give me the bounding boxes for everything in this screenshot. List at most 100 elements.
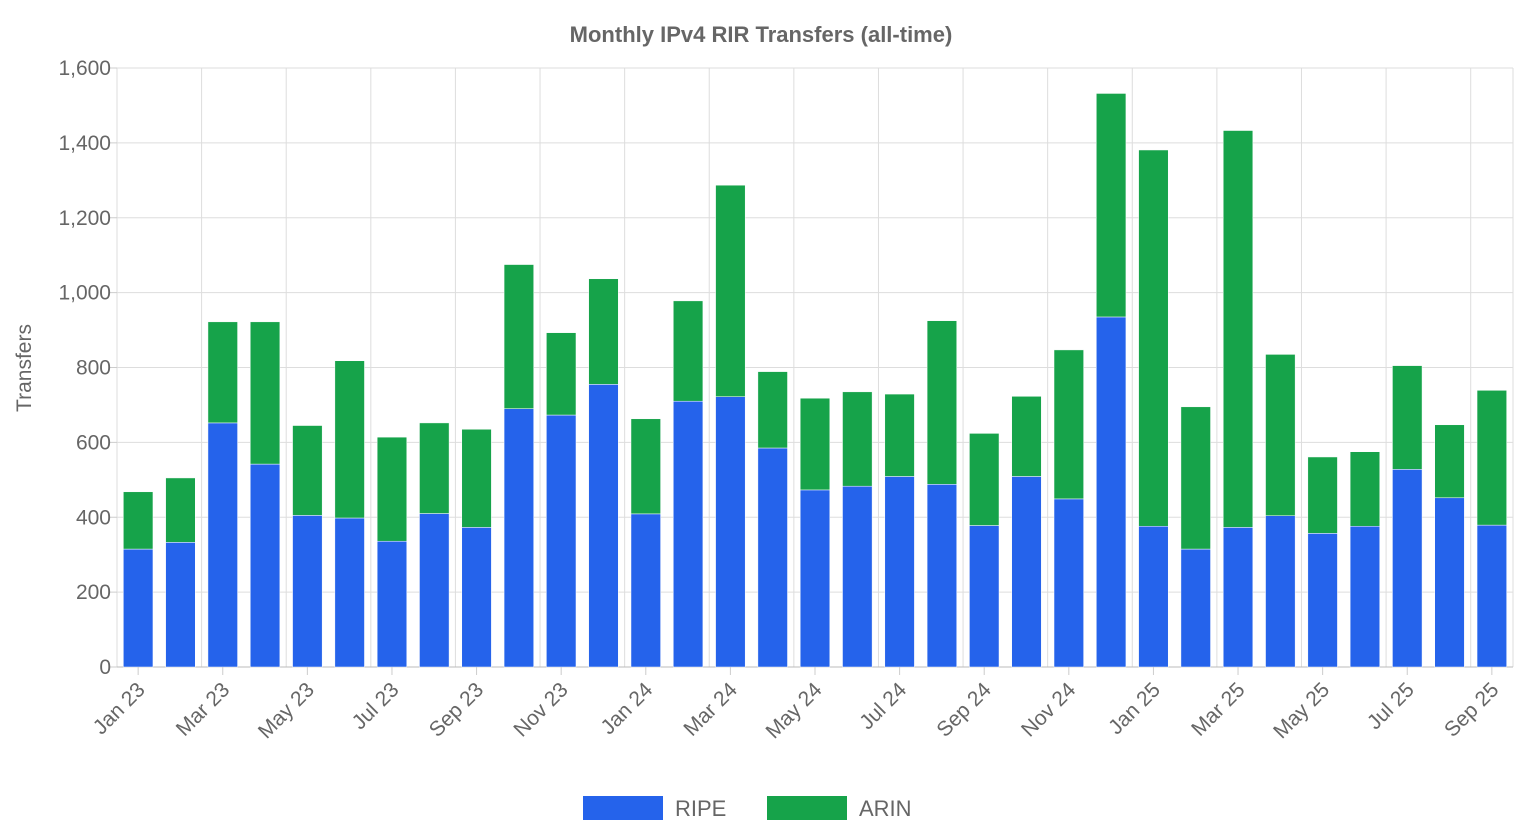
bar-arin-oct-23[interactable] [503,264,534,409]
x-tick-label: May 23 [254,678,319,743]
y-tick-label: 600 [76,431,111,454]
x-tick-label: Jan 24 [596,678,657,739]
bar-arin-jan-23[interactable] [123,491,154,550]
x-tick-label: Mar 23 [172,678,234,740]
x-tick-label: Sep 25 [1440,678,1503,741]
bar-ripe-dec-24[interactable] [1096,316,1127,668]
y-axis-ticks: 0 200 400 600 800 1,000 1,200 1,400 1,600 [58,57,117,679]
bar-ripe-nov-24[interactable] [1053,498,1084,668]
bar-ripe-jul-23[interactable] [376,540,408,668]
bar-arin-sep-25[interactable] [1476,390,1507,526]
x-tick-label: Jul 25 [1363,678,1419,734]
bar-ripe-aug-25[interactable] [1434,497,1465,668]
bar-ripe-may-24[interactable] [799,489,831,668]
gridlines [116,67,1514,668]
y-tick-label: 0 [99,656,111,679]
bar-arin-apr-25[interactable] [1265,354,1296,517]
bar-ripe-jan-24[interactable] [630,513,661,668]
y-tick-label: 200 [76,581,111,604]
bar-arin-jul-24[interactable] [884,393,915,477]
y-tick-label: 400 [76,506,111,529]
legend-item-arin[interactable]: ARIN [767,796,912,821]
bar-arin-jan-25[interactable] [1138,149,1169,527]
bar-ripe-mar-25[interactable] [1222,527,1254,668]
bar-arin-mar-25[interactable] [1222,130,1254,528]
x-tick-label: Mar 24 [679,678,742,741]
y-tick-label: 1,600 [58,57,111,80]
bar-arin-aug-23[interactable] [419,422,450,514]
bar-arin-may-23[interactable] [292,425,323,516]
bar-ripe-jan-23[interactable] [123,548,154,668]
bar-ripe-aug-24[interactable] [926,484,957,668]
y-tick-label: 800 [76,357,111,380]
bar-arin-mar-24[interactable] [715,184,746,397]
bar-arin-jul-25[interactable] [1392,365,1423,470]
bar-ripe-mar-23[interactable] [207,422,238,668]
bars [123,93,1507,668]
bar-ripe-feb-24[interactable] [673,400,704,668]
bar-arin-jul-23[interactable] [376,436,408,542]
bar-arin-feb-23[interactable] [165,477,196,543]
bar-arin-sep-23[interactable] [461,429,492,528]
bar-ripe-apr-24[interactable] [757,447,788,668]
bar-ripe-oct-24[interactable] [1011,476,1042,668]
legend-item-ripe[interactable]: RIPE [583,796,726,821]
bar-ripe-jun-25[interactable] [1349,525,1380,668]
bar-arin-apr-23[interactable] [250,321,281,465]
bar-ripe-jan-25[interactable] [1138,525,1169,668]
bar-ripe-feb-25[interactable] [1180,548,1211,668]
bar-ripe-jul-25[interactable] [1392,469,1423,668]
bar-ripe-feb-23[interactable] [165,542,196,668]
bar-ripe-aug-23[interactable] [419,513,450,668]
bar-ripe-may-23[interactable] [292,515,323,668]
x-tick-label: Jan 25 [1104,678,1165,739]
bar-ripe-oct-23[interactable] [503,408,534,668]
bar-arin-jan-24[interactable] [630,418,661,515]
x-tick-label: Sep 24 [932,678,996,742]
bar-arin-dec-24[interactable] [1096,93,1127,318]
bar-arin-may-24[interactable] [799,397,831,491]
bar-arin-nov-23[interactable] [546,332,577,416]
bar-arin-mar-23[interactable] [207,321,238,424]
bar-ripe-apr-25[interactable] [1265,515,1296,668]
bar-arin-nov-24[interactable] [1053,349,1084,500]
bar-ripe-jun-23[interactable] [334,517,365,668]
bar-arin-jun-23[interactable] [334,360,365,519]
bar-ripe-nov-23[interactable] [546,414,577,668]
bar-ripe-sep-24[interactable] [969,525,1000,668]
bar-arin-aug-25[interactable] [1434,424,1465,499]
bar-ripe-sep-25[interactable] [1476,524,1507,668]
bar-ripe-dec-23[interactable] [588,384,619,668]
bar-arin-sep-24[interactable] [969,433,1000,526]
x-tick-label: Mar 25 [1187,678,1249,740]
legend-swatch [767,796,847,820]
bar-arin-feb-24[interactable] [673,300,704,402]
bar-arin-jun-25[interactable] [1349,451,1380,527]
bar-ripe-apr-23[interactable] [250,463,281,668]
x-tick-label: Sep 23 [425,678,488,741]
bar-arin-may-25[interactable] [1307,456,1338,534]
bar-ripe-jul-24[interactable] [884,476,915,668]
bar-ripe-sep-23[interactable] [461,527,492,668]
bar-arin-aug-24[interactable] [926,320,957,485]
bar-ripe-jun-24[interactable] [842,485,873,668]
y-tick-label: 1,000 [58,282,111,305]
legend[interactable]: RIPE ARIN [583,796,912,821]
x-tick-label: Jan 23 [89,678,150,739]
bar-arin-dec-23[interactable] [588,278,619,385]
legend-label: ARIN [859,796,912,821]
y-tick-label: 1,400 [58,132,111,155]
bar-ripe-mar-24[interactable] [715,396,746,668]
x-tick-label: Nov 23 [509,678,572,741]
bar-arin-apr-24[interactable] [757,371,788,449]
x-tick-label: Nov 24 [1017,678,1081,742]
bar-arin-oct-24[interactable] [1011,396,1042,477]
bar-ripe-may-25[interactable] [1307,533,1338,668]
legend-label: RIPE [675,796,726,821]
legend-swatch [583,796,663,820]
chart-title: Monthly IPv4 RIR Transfers (all-time) [570,22,953,47]
bar-arin-jun-24[interactable] [842,391,873,487]
bar-arin-feb-25[interactable] [1180,406,1211,550]
